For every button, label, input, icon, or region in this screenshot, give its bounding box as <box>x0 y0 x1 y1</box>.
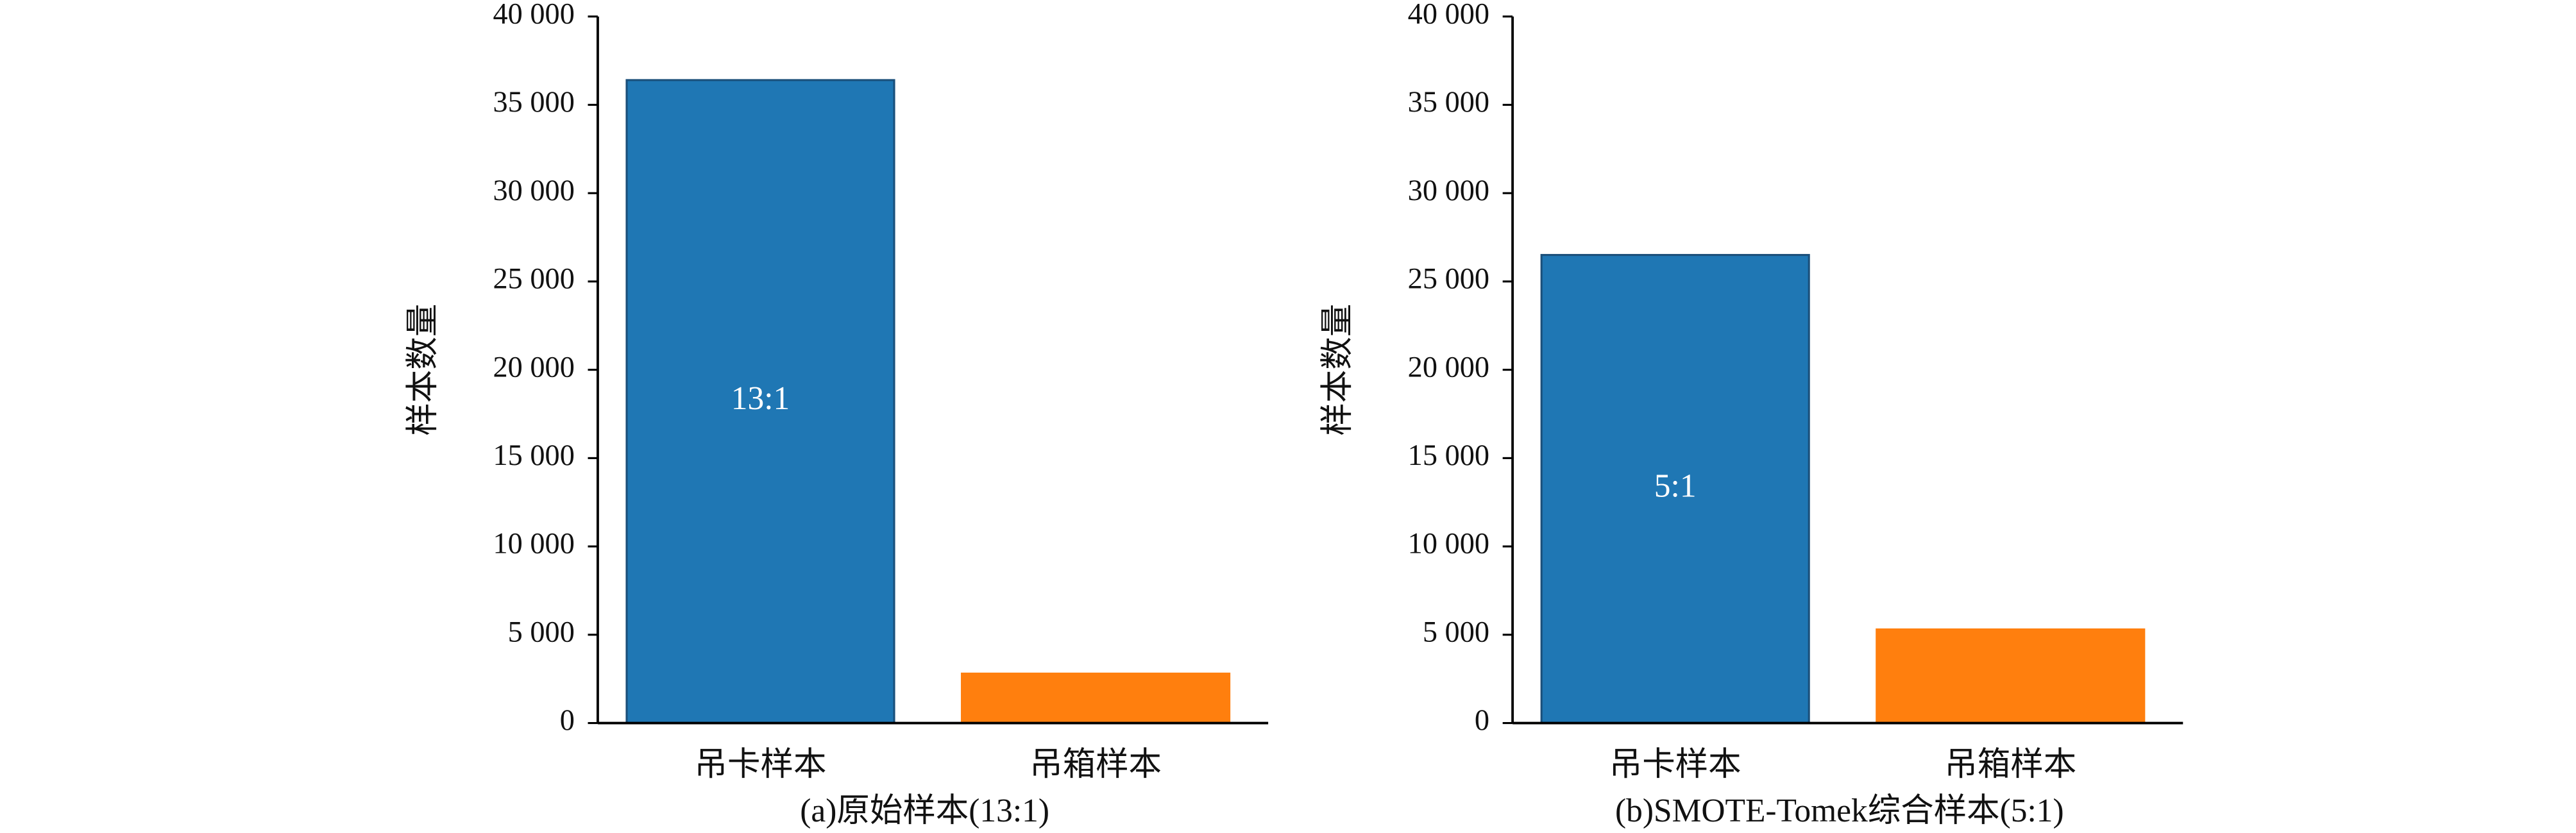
y-tick-label: 35 000 <box>493 86 574 119</box>
y-tick-label: 15 000 <box>1408 439 1489 472</box>
x-tick-label: 吊箱样本 <box>1030 746 1162 783</box>
bar <box>625 79 895 725</box>
x-tick-label: 吊卡样本 <box>695 746 827 783</box>
y-tick-label: 30 000 <box>1408 174 1489 207</box>
y-tick-label: 5 000 <box>1423 616 1489 648</box>
y-axis-label: 样本数量 <box>405 304 441 436</box>
y-tick-label: 30 000 <box>493 174 574 207</box>
y-tick-label: 40 000 <box>493 0 574 30</box>
bar <box>1540 254 1810 725</box>
y-tick-label: 10 000 <box>493 528 574 560</box>
y-axis-label: 样本数量 <box>1319 304 1356 436</box>
x-tick-label: 吊箱样本 <box>1944 746 2076 783</box>
bar-annotation: 5:1 <box>1654 467 1697 504</box>
bar-annotation: 13:1 <box>731 380 790 417</box>
bar <box>961 672 1231 725</box>
y-tick-label: 0 <box>1475 704 1489 737</box>
caption: (b)SMOTE-Tomek综合样本(5:1) <box>1615 793 2064 829</box>
y-tick-label: 25 000 <box>1408 263 1489 296</box>
bar <box>1876 628 2146 725</box>
y-tick-label: 40 000 <box>1408 0 1489 30</box>
y-tick-label: 35 000 <box>1408 86 1489 119</box>
x-tick-label: 吊卡样本 <box>1609 746 1741 783</box>
y-tick-label: 5 000 <box>508 616 575 648</box>
y-tick-label: 15 000 <box>493 439 574 472</box>
y-tick-label: 0 <box>560 704 575 737</box>
y-tick-label: 10 000 <box>1408 528 1489 560</box>
y-tick-label: 20 000 <box>1408 351 1489 383</box>
y-tick-label: 20 000 <box>493 351 574 383</box>
caption: (a)原始样本(13:1) <box>800 793 1049 829</box>
y-tick-label: 25 000 <box>493 263 574 296</box>
